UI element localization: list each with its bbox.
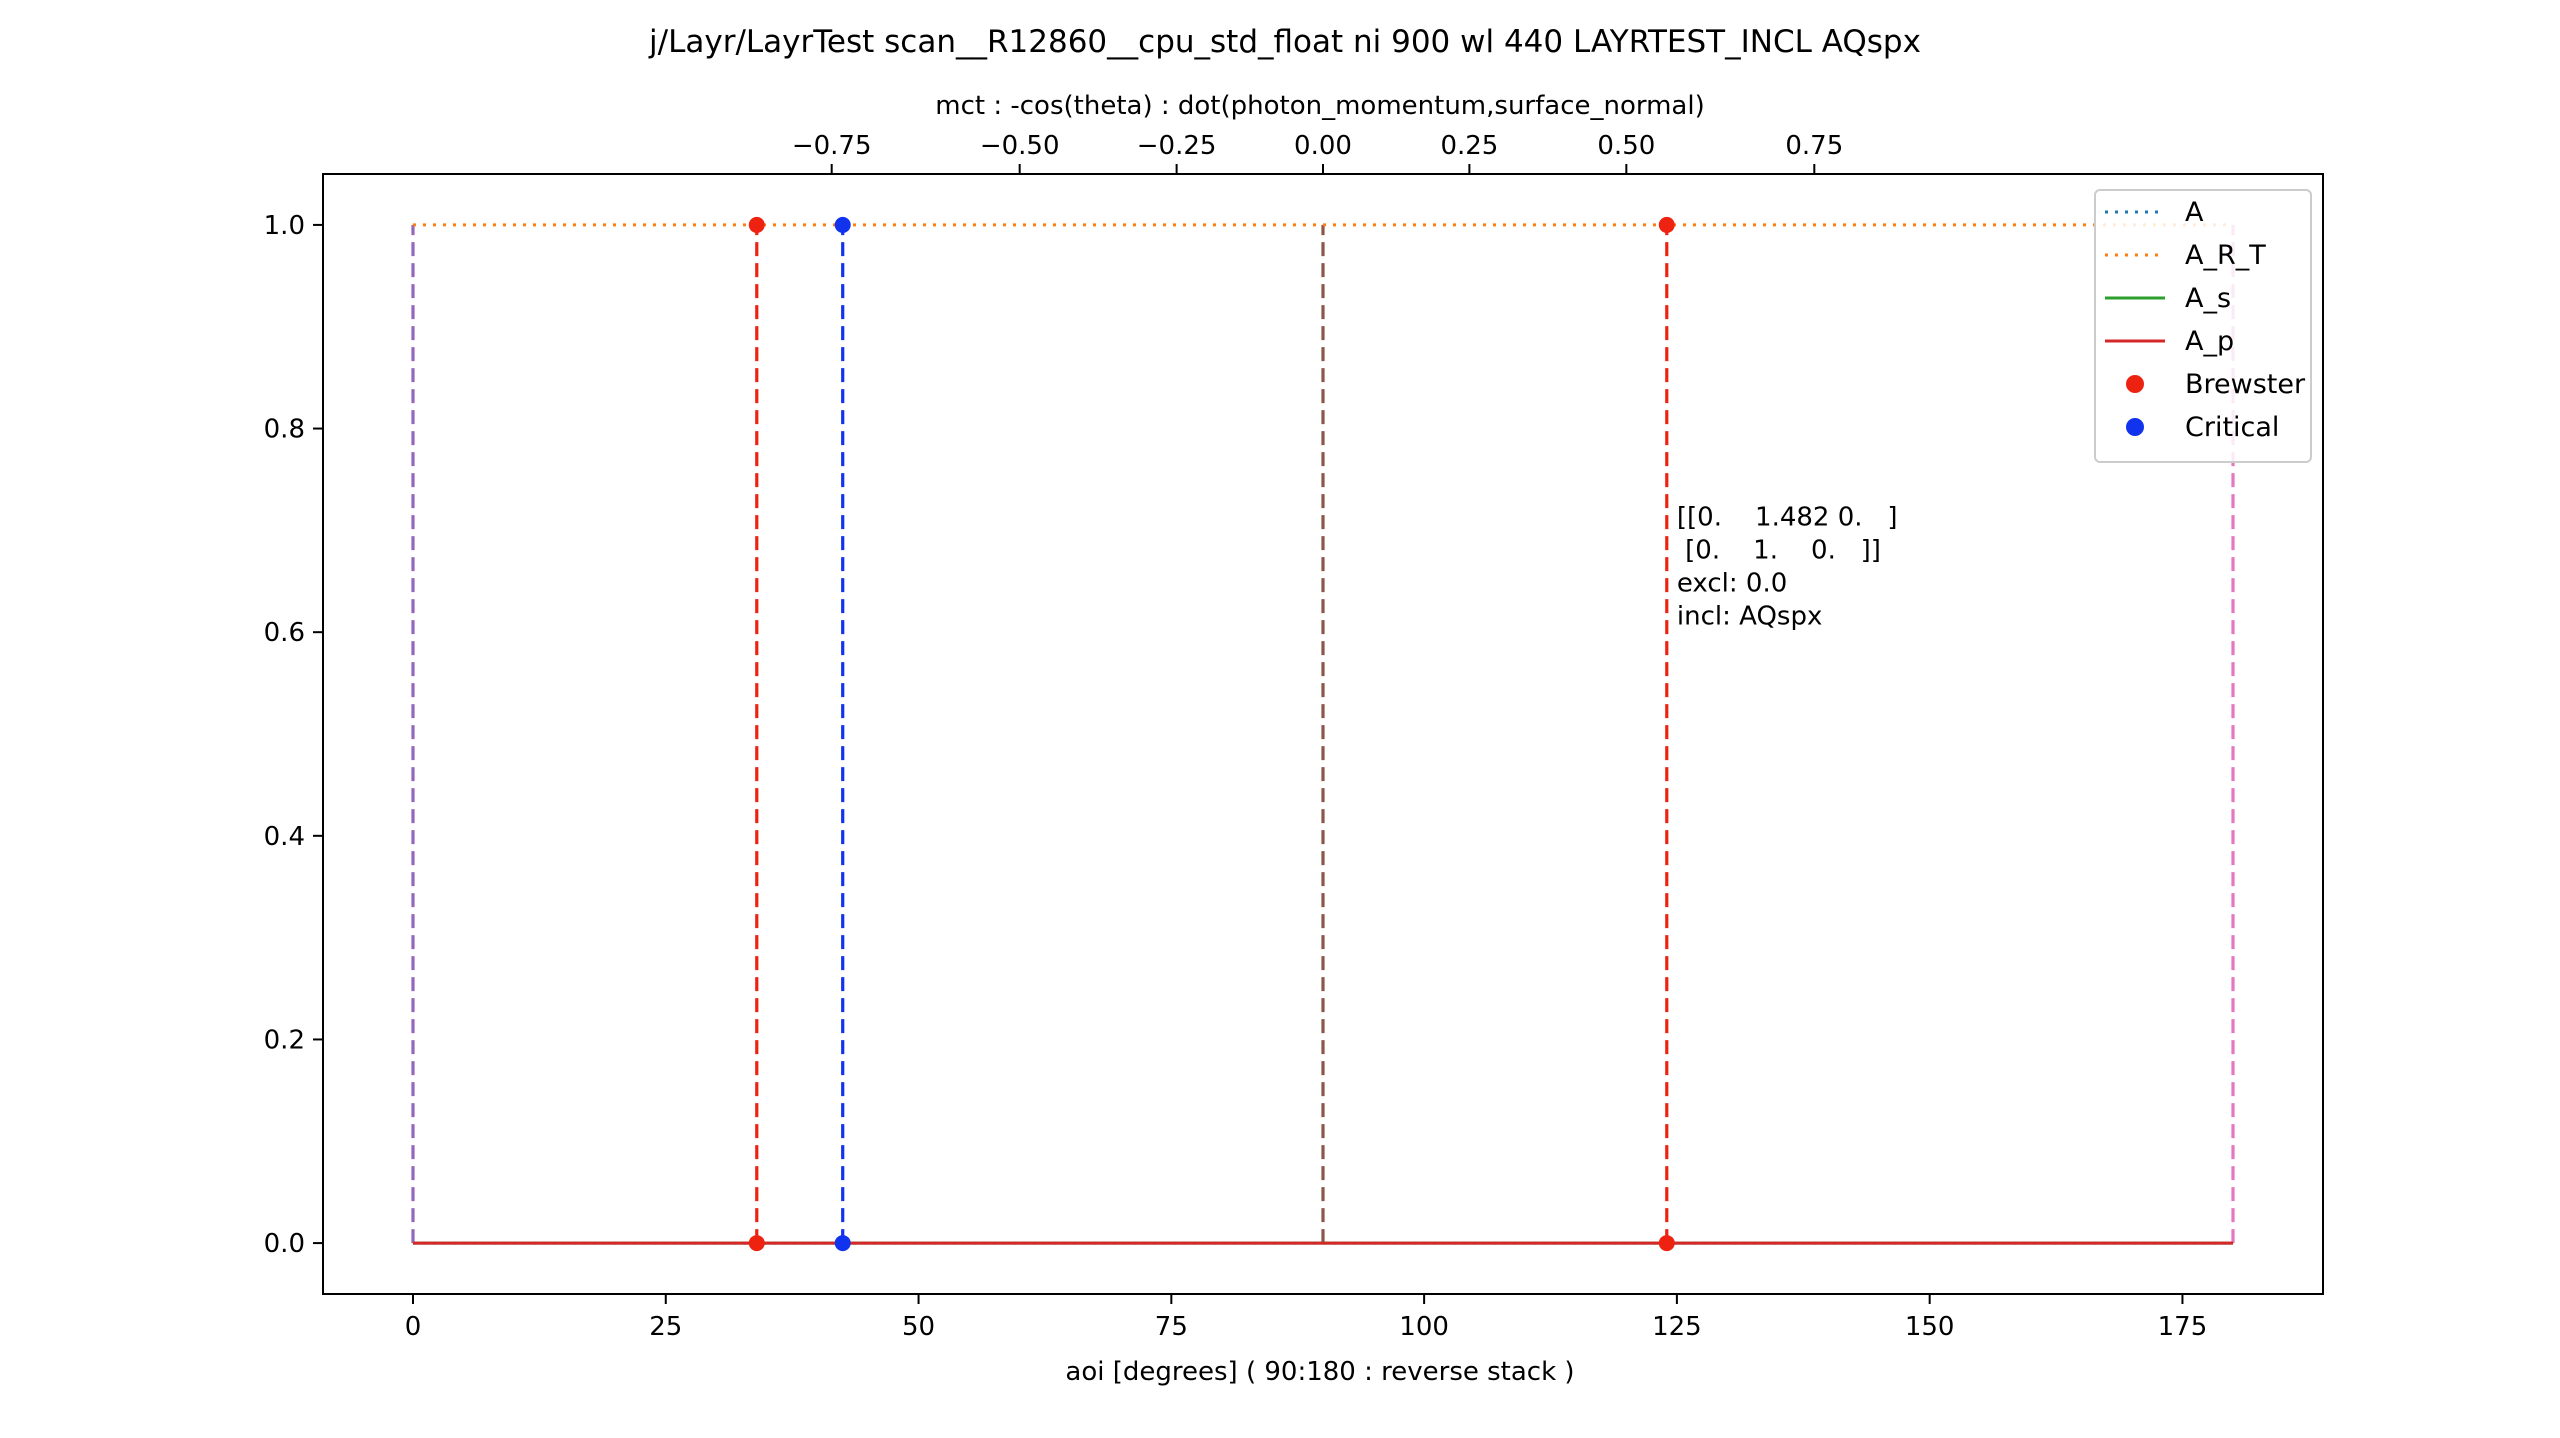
legend-label-brewster: Brewster (2185, 369, 2306, 400)
legend-box (2094, 189, 2312, 463)
x-tick-label-2: 50 (902, 1312, 935, 1342)
y-tick-label-1: 0.2 (264, 1025, 305, 1055)
x-tick-label-4: 100 (1399, 1312, 1449, 1342)
top-tick-label-6: 0.75 (1785, 131, 1843, 161)
annotation-text: [[0. 1.482 0. ] [0. 1. 0. ]]excl: 0.0inc… (1677, 502, 1898, 631)
brewster-marker-0 (748, 1235, 765, 1252)
top-tick-label-1: −0.50 (980, 131, 1060, 161)
brewster-marker-1 (748, 216, 765, 233)
x-tick-label-3: 75 (1155, 1312, 1188, 1342)
legend-label-a-p: A_p (2185, 326, 2234, 357)
annotation-line-2: excl: 0.0 (1677, 568, 1787, 598)
y-tick-label-0: 0.0 (264, 1229, 305, 1259)
legend-label-a: A (2185, 197, 2204, 228)
chart-title: j/Layr/LayrTest scan__R12860__cpu_std_fl… (648, 24, 1921, 60)
x-tick-label-6: 150 (1905, 1312, 1955, 1342)
x-tick-label-1: 25 (649, 1312, 682, 1342)
y-tick-label-2: 0.4 (264, 822, 305, 852)
x-axis-label: aoi [degrees] ( 90:180 : reverse stack ) (1065, 1357, 1574, 1387)
y-tick-label-5: 1.0 (264, 211, 305, 241)
x-tick-label-5: 125 (1652, 1312, 1702, 1342)
top-tick-label-3: 0.00 (1294, 131, 1352, 161)
ticks-layer: 0 25 50 75 100 125 150 175 0.0 0.2 0.4 0.6 0.8 1.0 −0.… (264, 131, 2208, 1342)
critical-marker-0 (834, 1235, 851, 1252)
plot-layer (411, 216, 2235, 1252)
legend-label-a-s: A_s (2185, 283, 2231, 314)
legend: A A_R_T A_s A_p Brewster Critical (2094, 189, 2312, 463)
top-tick-label-5: 0.50 (1597, 131, 1655, 161)
y-tick-label-3: 0.6 (264, 618, 305, 648)
critical-marker-1 (834, 216, 851, 233)
brewster-marker-2 (1658, 1235, 1675, 1252)
legend-marker-critical (2126, 418, 2144, 436)
annotation-line-3: incl: AQspx (1677, 601, 1822, 631)
annotation-line-0: [[0. 1.482 0. ] (1677, 502, 1898, 532)
top-tick-label-4: 0.25 (1440, 131, 1498, 161)
legend-label-critical: Critical (2185, 412, 2279, 443)
x-tick-label-0: 0 (405, 1312, 422, 1342)
brewster-marker-3 (1658, 216, 1675, 233)
top-tick-label-0: −0.75 (792, 131, 872, 161)
top-tick-label-2: −0.25 (1137, 131, 1217, 161)
top-axis-label: mct : -cos(theta) : dot(photon_momentum,… (935, 91, 1704, 121)
legend-marker-brewster (2126, 375, 2144, 393)
legend-label-a-r-t: A_R_T (2185, 240, 2266, 271)
x-tick-label-7: 175 (2158, 1312, 2208, 1342)
y-tick-label-4: 0.8 (264, 415, 305, 445)
annotation-line-1: [0. 1. 0. ]] (1677, 535, 1881, 565)
